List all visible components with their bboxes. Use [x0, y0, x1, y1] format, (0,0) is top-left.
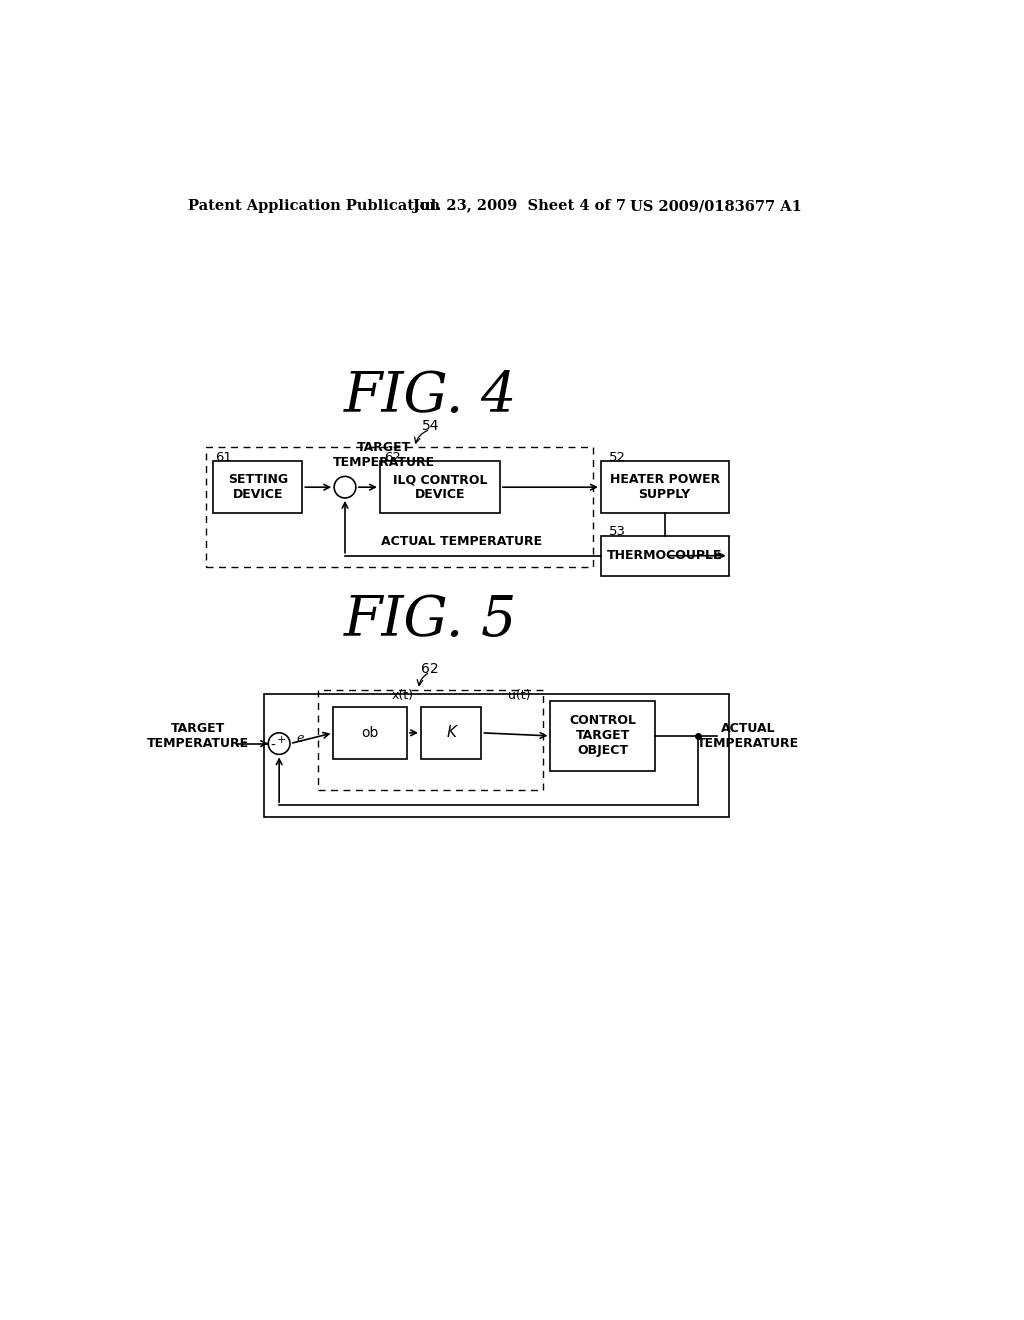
Bar	[550, 701, 655, 771]
Text: 61: 61	[215, 450, 231, 463]
Text: K: K	[446, 725, 456, 741]
Text: FIG. 5: FIG. 5	[344, 593, 517, 648]
Text: FIG. 4: FIG. 4	[344, 370, 517, 425]
Text: 62: 62	[384, 450, 400, 463]
Bar	[380, 461, 500, 513]
Text: ACTUAL TEMPERATURE: ACTUAL TEMPERATURE	[381, 536, 542, 548]
Text: 53: 53	[608, 525, 626, 539]
Text: SETTING
DEVICE: SETTING DEVICE	[227, 473, 288, 502]
Text: TARGET
TEMPERATURE: TARGET TEMPERATURE	[146, 722, 249, 750]
Text: ILQ CONTROL
DEVICE: ILQ CONTROL DEVICE	[392, 473, 487, 502]
Bar	[213, 461, 302, 513]
Text: THERMOCOUPLE: THERMOCOUPLE	[607, 549, 723, 562]
Bar	[206, 447, 593, 566]
Text: -: -	[270, 739, 275, 752]
Bar	[421, 706, 481, 759]
Text: +: +	[276, 735, 286, 744]
Text: HEATER POWER
SUPPLY: HEATER POWER SUPPLY	[609, 473, 720, 502]
Bar	[263, 693, 729, 817]
Text: 62: 62	[422, 661, 439, 676]
Text: e: e	[296, 731, 304, 744]
Text: x(t): x(t)	[392, 689, 414, 702]
Text: Patent Application Publication: Patent Application Publication	[188, 199, 440, 213]
Text: Jul. 23, 2009  Sheet 4 of 7: Jul. 23, 2009 Sheet 4 of 7	[414, 199, 627, 213]
Bar	[601, 461, 729, 513]
Text: TARGET
TEMPERATURE: TARGET TEMPERATURE	[333, 441, 435, 469]
Text: 52: 52	[608, 450, 626, 463]
Text: 54: 54	[422, 420, 439, 433]
Bar	[317, 689, 543, 789]
Text: CONTROL
TARGET
OBJECT: CONTROL TARGET OBJECT	[569, 714, 636, 758]
Bar	[334, 706, 407, 759]
Bar	[601, 536, 729, 576]
Text: US 2009/0183677 A1: US 2009/0183677 A1	[630, 199, 802, 213]
Text: u(t): u(t)	[508, 689, 530, 702]
Text: ob: ob	[361, 726, 379, 739]
Text: ACTUAL
TEMPERATURE: ACTUAL TEMPERATURE	[697, 722, 799, 750]
